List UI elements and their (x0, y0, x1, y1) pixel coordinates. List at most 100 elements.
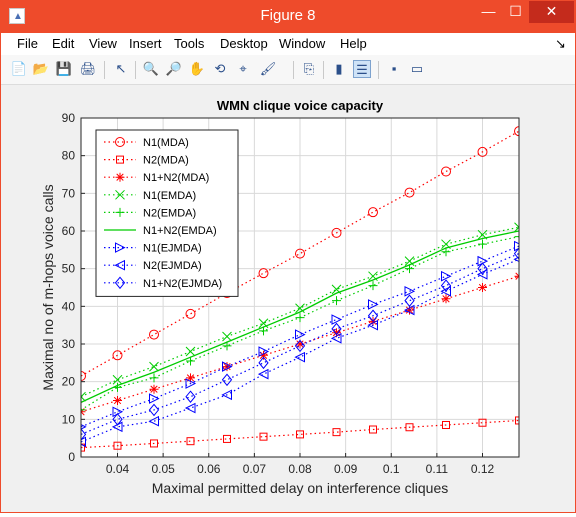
data-point (513, 247, 519, 260)
data-point (258, 346, 270, 357)
x-tick-label: 0.1 (383, 462, 400, 476)
y-tick-label: 90 (62, 111, 76, 125)
data-point (404, 294, 415, 307)
data-point (368, 299, 379, 310)
axes-box (80, 117, 520, 458)
figure-canvas: 0.04 0.05 0.06 0.07 0.08 0.09 0.1 0.11 0.12 0 10 20… (1, 85, 575, 512)
brush-icon[interactable]: 🖌 (259, 61, 277, 76)
zoom-in-icon[interactable]: 🔍 (142, 61, 160, 76)
window-title: Figure 8 (260, 7, 316, 24)
data-point (81, 428, 87, 441)
y-tick-label: 60 (62, 224, 76, 238)
legend-entry: N2(EMDA) (143, 207, 196, 219)
data-point (257, 368, 269, 380)
series-n2-emda- (81, 232, 519, 415)
y-axis-label: Maximal no of m-hops voice calls (40, 184, 56, 390)
y-tick-label: 0 (68, 450, 75, 464)
data-point (150, 439, 158, 448)
data-point (185, 378, 197, 389)
x-tick-label: 0.09 (334, 462, 358, 476)
menu-bar: File Edit View Insert Tools Desktop Wind… (1, 33, 575, 55)
data-point (295, 313, 305, 323)
maximize-button[interactable]: ☐ (509, 3, 522, 19)
show-plot-tools-icon[interactable]: ▭ (410, 61, 424, 76)
series-line (81, 419, 519, 449)
edit-plot-arrow-icon[interactable]: ↖ (115, 61, 127, 76)
data-point (222, 331, 232, 342)
data-point (259, 350, 268, 360)
data-point (222, 361, 233, 372)
data-point (295, 248, 305, 259)
data-point (332, 428, 341, 437)
data-point (258, 356, 269, 370)
data-point (221, 389, 232, 401)
data-point (441, 166, 451, 177)
x-tick-label: 0.06 (197, 462, 221, 476)
data-point (149, 384, 159, 394)
data-point (440, 285, 451, 297)
data-point (149, 373, 159, 383)
minimize-button[interactable]: — (481, 3, 496, 19)
data-point (186, 356, 195, 366)
data-point (514, 240, 519, 252)
legend-icon[interactable]: ☰ (353, 60, 371, 78)
data-point (369, 425, 377, 434)
y-tick-label: 20 (62, 375, 76, 389)
data-point (478, 418, 487, 427)
title-bar[interactable]: ▲ Figure 8 — ☐ ✕ (1, 1, 575, 33)
zoom-out-icon[interactable]: 🔎 (165, 61, 183, 76)
y-tick-label: 30 (62, 337, 76, 351)
print-icon[interactable]: 🖨 (79, 61, 97, 76)
x-tick-label: 0.12 (471, 462, 495, 476)
colorbar-icon[interactable]: ▮ (335, 61, 343, 76)
legend-entry: N1(MDA) (143, 137, 189, 149)
legend-entry: N1(EJMDA) (143, 243, 202, 255)
save-icon[interactable]: 💾 (55, 61, 73, 76)
data-point (148, 403, 160, 417)
data-point (115, 172, 125, 182)
series-line (81, 253, 519, 435)
data-point (477, 262, 488, 275)
menu-help[interactable]: Help (340, 36, 367, 51)
link-plot-icon[interactable]: ⎘ (303, 61, 315, 76)
data-point (403, 304, 415, 316)
hide-plot-tools-icon[interactable]: ▪ (391, 61, 397, 76)
data-point (115, 207, 125, 217)
series-n2-mda- (81, 416, 519, 452)
data-point (331, 322, 342, 336)
data-point (295, 339, 305, 349)
dock-figure-icon[interactable]: ↘ (555, 36, 566, 51)
legend-entry: N1+N2(EJMDA) (143, 278, 222, 290)
menu-edit[interactable]: Edit (52, 36, 75, 51)
legend-entry: N1+N2(EMDA) (143, 225, 217, 237)
new-figure-icon[interactable]: 📄 (10, 61, 28, 76)
data-point (185, 346, 196, 357)
data-point (514, 126, 519, 137)
data-cursor-icon[interactable]: ⌖ (239, 61, 247, 76)
menu-file[interactable]: File (17, 36, 38, 51)
menu-window[interactable]: Window (279, 36, 326, 51)
menu-insert[interactable]: Insert (129, 36, 162, 51)
rotate-3d-icon[interactable]: ⟲ (214, 61, 226, 76)
series-n1-n2-ejmda- (81, 247, 519, 441)
menu-desktop[interactable]: Desktop (220, 36, 268, 51)
data-point (81, 371, 86, 382)
menu-tools[interactable]: Tools (174, 36, 205, 51)
data-point (294, 339, 306, 353)
data-point (405, 264, 414, 274)
data-point (332, 296, 341, 306)
x-tick-label: 0.08 (288, 462, 312, 476)
open-file-icon[interactable]: 📂 (32, 61, 50, 76)
menu-view[interactable]: View (89, 36, 117, 51)
legend-entry: N2(MDA) (143, 155, 189, 167)
pan-hand-icon[interactable]: ✋ (188, 61, 206, 76)
close-button[interactable]: ✕ (529, 1, 574, 23)
series-line (81, 230, 519, 403)
data-point (186, 437, 195, 446)
legend: N1(MDA) N2(MDA) N1+N2(MDA) N1(EMDA) N2(EMDA)… (95, 129, 239, 297)
series-n1-n2-emda- (81, 230, 519, 403)
y-tick-label: 10 (62, 412, 76, 426)
data-point (112, 374, 123, 385)
figure-toolbar: 📄 📂 💾 🖨 ↖ 🔍 🔎 ✋ ⟲ ⌖ 🖌 ⎘ ▮ ☰ ▪ ▭ (1, 55, 575, 85)
